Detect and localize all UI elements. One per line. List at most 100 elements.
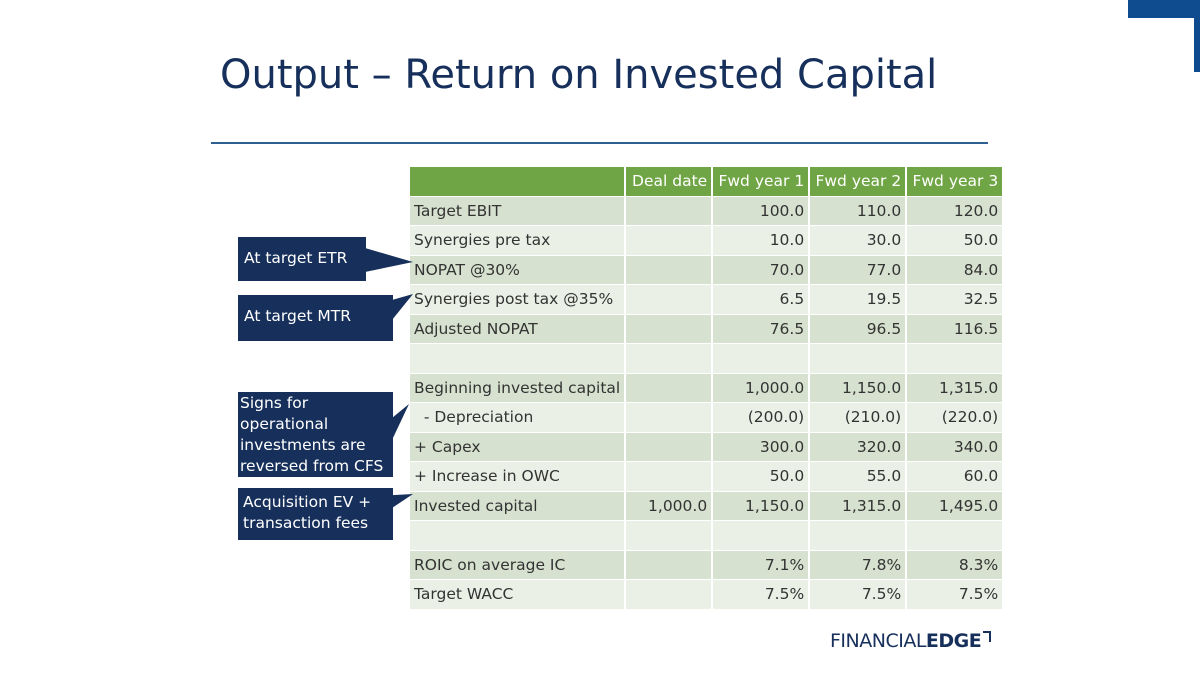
row-value: 116.5 (906, 314, 1005, 344)
row-value: 1,000.0 (712, 373, 811, 403)
row-label: Target EBIT (410, 196, 627, 226)
row-value (625, 373, 714, 403)
table-row: Synergies post tax @35% 6.5 19.5 32.5 (410, 284, 1005, 315)
row-label: NOPAT @30% (410, 255, 627, 285)
row-value: 60.0 (906, 461, 1005, 492)
callout-target-etr: At target ETR (238, 237, 366, 281)
column-header-fwd-year-1: Fwd year 1 (712, 167, 811, 197)
logo-text-financial: FINANCIAL (830, 630, 926, 652)
row-value: 1,150.0 (809, 373, 908, 403)
row-value: 1,315.0 (906, 373, 1005, 403)
callout-target-mtr: At target MTR (238, 295, 393, 341)
row-value (712, 520, 811, 551)
title-divider (211, 142, 988, 144)
row-value (625, 255, 714, 285)
row-value (809, 343, 908, 374)
table-row: ROIC on average IC 7.1% 7.8% 8.3% (410, 550, 1005, 580)
row-value: 120.0 (906, 196, 1005, 226)
table-row: NOPAT @30% 70.0 77.0 84.0 (410, 255, 1005, 285)
row-value: 8.3% (906, 550, 1005, 580)
row-value: 1,000.0 (625, 491, 714, 521)
page-title: Output – Return on Invested Capital (220, 52, 938, 98)
table-row: + Increase in OWC 50.0 55.0 60.0 (410, 461, 1005, 492)
callout-signs-line: Signs for (240, 394, 309, 412)
row-label (410, 520, 627, 551)
row-value: (200.0) (712, 402, 811, 433)
row-value: 7.5% (906, 579, 1005, 610)
row-label: - Depreciation (410, 402, 627, 433)
signs-pointer (392, 404, 409, 440)
row-value: 100.0 (712, 196, 811, 226)
roic-table: Deal date Fwd year 1 Fwd year 2 Fwd year… (410, 167, 1005, 610)
row-value: 110.0 (809, 196, 908, 226)
table-row: + Capex 300.0 320.0 340.0 (410, 432, 1005, 462)
row-value: 30.0 (809, 225, 908, 256)
table-row (410, 520, 1005, 551)
row-value (906, 520, 1005, 551)
row-value (625, 579, 714, 610)
row-value (625, 520, 714, 551)
callout-target-etr-text: At target ETR (244, 249, 348, 267)
table-row: Invested capital 1,000.0 1,150.0 1,315.0 1,4… (410, 491, 1005, 521)
row-label: Synergies post tax @35% (410, 284, 627, 315)
row-value (625, 314, 714, 344)
table-row: Target EBIT 100.0 110.0 120.0 (410, 196, 1005, 226)
financial-edge-logo: FINANCIALEDGE (830, 630, 992, 652)
row-value (625, 402, 714, 433)
row-label: Adjusted NOPAT (410, 314, 627, 344)
row-value (625, 284, 714, 315)
row-value (625, 196, 714, 226)
row-value (906, 343, 1005, 374)
table-row: Synergies pre tax 10.0 30.0 50.0 (410, 225, 1005, 256)
row-value (625, 461, 714, 492)
row-value (625, 550, 714, 580)
row-value: (220.0) (906, 402, 1005, 433)
column-header (410, 167, 627, 197)
table-row: Beginning invested capital 1,000.0 1,150.0… (410, 373, 1005, 403)
row-label: ROIC on average IC (410, 550, 627, 580)
row-value: 77.0 (809, 255, 908, 285)
callout-signs-line: reversed from CFS (240, 457, 384, 475)
row-value: 340.0 (906, 432, 1005, 462)
row-label: Beginning invested capital (410, 373, 627, 403)
row-value: 1,315.0 (809, 491, 908, 521)
table-row: - Depreciation (200.0) (210.0) (220.0) (410, 402, 1005, 433)
callout-ev-line: Acquisition EV + (243, 493, 372, 511)
row-value: (210.0) (809, 402, 908, 433)
row-value: 32.5 (906, 284, 1005, 315)
row-value (712, 343, 811, 374)
row-value: 70.0 (712, 255, 811, 285)
row-label: Synergies pre tax (410, 225, 627, 256)
callout-target-mtr-text: At target MTR (244, 307, 352, 325)
column-header-deal-date: Deal date (625, 167, 714, 197)
mtr-pointer (392, 294, 413, 320)
row-label: + Increase in OWC (410, 461, 627, 492)
corner-accent-shape (1128, 0, 1200, 72)
row-label (410, 343, 627, 374)
callout-signs-reversed: Signs for operational investments are re… (238, 392, 393, 477)
row-value (625, 225, 714, 256)
etr-pointer (365, 248, 413, 272)
logo-corner-mark (983, 631, 992, 642)
row-value: 10.0 (712, 225, 811, 256)
row-value: 320.0 (809, 432, 908, 462)
column-header-fwd-year-3: Fwd year 3 (906, 167, 1005, 197)
row-value: 96.5 (809, 314, 908, 344)
row-value: 300.0 (712, 432, 811, 462)
row-label: Invested capital (410, 491, 627, 521)
row-label: + Capex (410, 432, 627, 462)
callout-signs-line: investments are (240, 436, 366, 454)
callout-signs-line: operational (240, 415, 329, 433)
callout-acquisition-ev: Acquisition EV + transaction fees (238, 488, 393, 540)
row-value (625, 432, 714, 462)
table-row (410, 343, 1005, 374)
row-value: 7.8% (809, 550, 908, 580)
table-row: Adjusted NOPAT 76.5 96.5 116.5 (410, 314, 1005, 344)
column-header-fwd-year-2: Fwd year 2 (809, 167, 908, 197)
callout-ev-line: transaction fees (243, 514, 369, 532)
row-value: 84.0 (906, 255, 1005, 285)
row-value: 55.0 (809, 461, 908, 492)
row-value: 7.5% (712, 579, 811, 610)
row-value: 6.5 (712, 284, 811, 315)
